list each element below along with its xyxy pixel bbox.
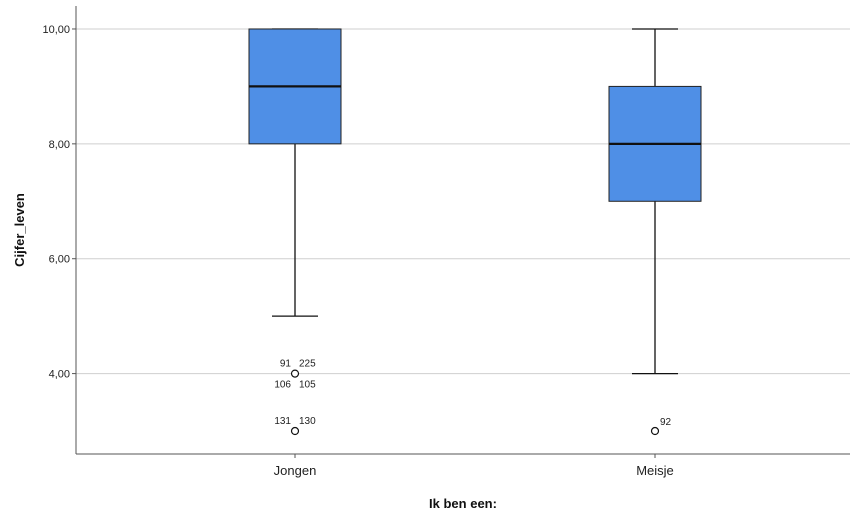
outlier-label: 225 (299, 359, 316, 370)
boxes: 91 225 106 105 131 130 92 (248, 28, 702, 436)
box-meisje: 92 (608, 28, 702, 436)
outlier-label: 106 (274, 380, 291, 391)
x-category-label: Jongen (274, 463, 317, 478)
y-tick-label: 8,00 (49, 139, 70, 151)
outlier-point (650, 426, 660, 436)
y-tick-label: 6,00 (49, 254, 70, 266)
y-axis-title: Cijfer_leven (12, 193, 27, 267)
x-axis-title: Ik ben een: (429, 496, 497, 511)
outlier-label: 91 (280, 359, 292, 370)
y-tick-label: 10,00 (42, 24, 70, 36)
gridlines (76, 28, 850, 375)
outlier-point (290, 426, 300, 436)
x-category-labels: Jongen Meisje (274, 454, 674, 478)
y-tick-label: 4,00 (49, 369, 70, 381)
axes (75, 6, 850, 455)
outlier-label: 130 (299, 416, 316, 427)
outlier-label: 105 (299, 380, 316, 391)
box-jongen: 91 225 106 105 131 130 (248, 28, 342, 436)
x-category-label: Meisje (636, 463, 674, 478)
outlier-label: 131 (274, 416, 291, 427)
y-tick-labels: 4,00 6,00 8,00 10,00 (42, 24, 76, 381)
outlier-label: 92 (660, 417, 672, 428)
outlier-point (290, 369, 300, 378)
